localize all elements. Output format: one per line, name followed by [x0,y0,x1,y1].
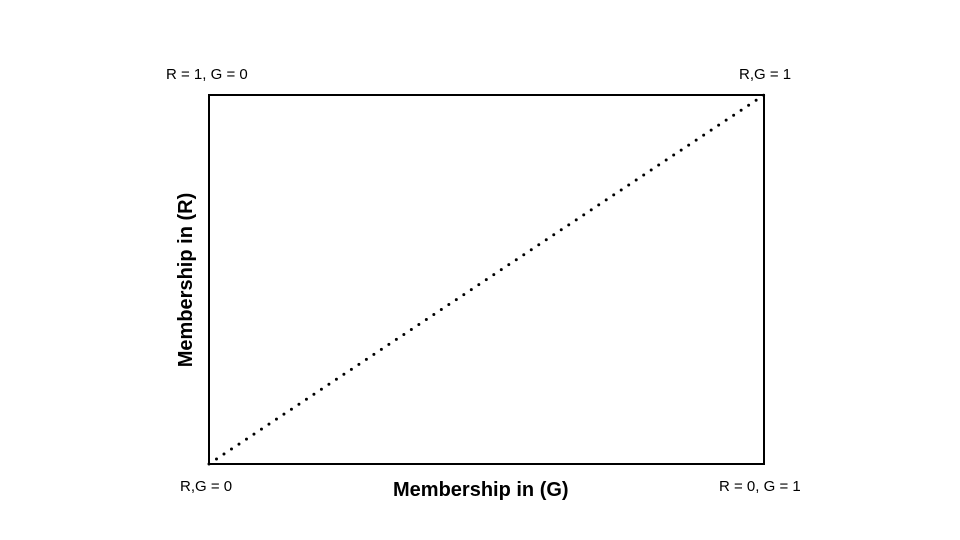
corner-label-top-left: R = 1, G = 0 [166,66,248,83]
y-axis-label: Membership in (R) [175,192,197,368]
membership-square-frame [208,94,765,465]
x-axis-label: Membership in (G) [393,479,569,501]
diagonal-dotted-line [207,93,766,466]
corner-label-bottom-right: R = 0, G = 1 [719,478,801,495]
corner-label-top-right: R,G = 1 [739,66,792,83]
corner-label-bottom-left: R,G = 0 [180,478,233,495]
